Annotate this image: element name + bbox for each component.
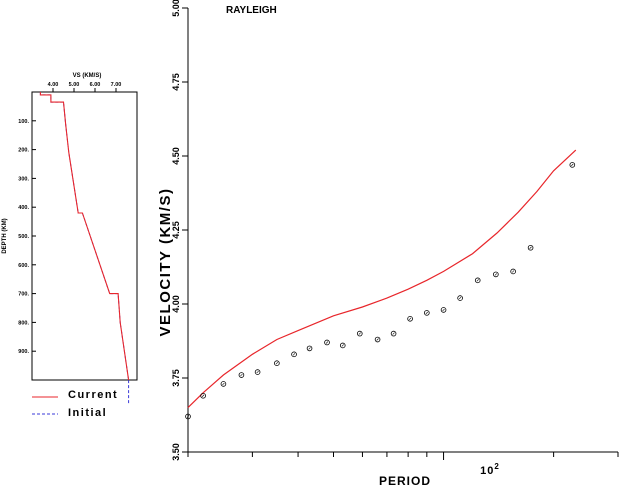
x-tick-label-100: 102 <box>480 462 500 477</box>
data-point <box>407 315 413 322</box>
data-point <box>291 351 297 358</box>
data-point <box>356 330 363 337</box>
data-point <box>374 336 381 343</box>
profile-current-line <box>39 92 130 381</box>
data-point-slash <box>442 308 445 312</box>
data-point <box>390 330 397 337</box>
profile-x-tick-label: 7.00 <box>111 82 122 88</box>
data-point-slash <box>425 311 429 315</box>
y-ticks: 3.50 3.75 4.00 4.25 4.50 4.75 5.00 <box>171 0 188 461</box>
data-point-slash <box>201 394 205 397</box>
data-point-slash <box>256 370 259 374</box>
profile-frame <box>31 91 138 381</box>
series-current-dispersion-line <box>187 149 577 409</box>
data-point <box>457 295 463 301</box>
data-point-slash <box>476 279 479 282</box>
legend-initial-label: Initial <box>68 407 107 419</box>
data-point-slash <box>392 332 395 335</box>
profile-y-tick-label: 600. <box>18 263 29 269</box>
data-point <box>493 271 499 278</box>
y-tick-label: 3.50 <box>171 443 181 461</box>
data-point-slash <box>529 246 532 249</box>
y-tick-label: 5.00 <box>171 0 181 17</box>
data-point <box>339 342 346 349</box>
profile-y-tick-label: 900. <box>18 349 29 355</box>
profile-y-ticks: 100. 200. 300. 400. 500. 600. 700. 800. 900. <box>18 119 36 355</box>
profile-y-label: DEPTH (KM) <box>2 218 8 253</box>
profile-y-tick-label: 300. <box>18 176 29 182</box>
data-point-slash <box>376 338 379 341</box>
profile-y-tick-label: 800. <box>18 320 29 326</box>
profile-y-tick-label: 100. <box>18 119 29 125</box>
data-point-slash <box>240 373 243 377</box>
data-point <box>238 372 245 378</box>
y-tick-label: 4.00 <box>171 295 181 313</box>
y-axis-label: VELOCITY (KM/S) <box>157 188 174 337</box>
data-point <box>254 369 261 375</box>
data-point-slash <box>494 273 498 276</box>
data-point <box>527 244 534 251</box>
data-point-slash <box>571 163 574 167</box>
data-point-slash <box>325 341 329 344</box>
profile-y-tick-label: 500. <box>18 234 29 240</box>
profile-initial-line <box>39 92 130 405</box>
data-point-slash <box>408 317 412 321</box>
profile-x-tick-label: 4.00 <box>48 82 59 88</box>
observed-points <box>185 162 576 420</box>
data-point <box>185 413 191 420</box>
x-ticks <box>187 452 619 460</box>
profile-y-tick-label: 200. <box>18 148 29 154</box>
data-point-slash <box>275 361 279 365</box>
data-point-slash <box>458 296 462 300</box>
data-point-slash <box>358 332 361 335</box>
data-point <box>474 277 481 284</box>
data-point <box>424 310 430 316</box>
y-tick-label: 4.75 <box>171 73 181 91</box>
profile-x-ticks: 4.00 5.00 6.00 7.00 <box>48 82 122 92</box>
data-point <box>440 307 447 313</box>
y-tick-label: 3.75 <box>171 369 181 387</box>
data-point <box>200 392 206 399</box>
data-point <box>569 162 576 168</box>
data-point-slash <box>292 353 296 356</box>
data-point <box>306 345 313 352</box>
data-point-slash <box>308 347 311 350</box>
data-point <box>324 339 330 346</box>
data-point-slash <box>222 382 225 386</box>
y-tick-label: 4.50 <box>171 147 181 165</box>
data-point <box>220 381 227 387</box>
profile-y-tick-label: 400. <box>18 205 29 211</box>
data-point <box>510 268 516 275</box>
data-point-slash <box>511 270 515 273</box>
data-point <box>274 360 280 367</box>
profile-x-tick-label: 5.00 <box>69 82 80 88</box>
profile-y-tick-label: 700. <box>18 292 29 298</box>
dispersion-chart: RAYLEIGH 3.50 3.75 4.00 4.25 4.50 4.75 5.00 10… <box>157 0 619 486</box>
y-tick-label: 4.25 <box>171 221 181 239</box>
data-point-slash <box>341 344 344 347</box>
profile-x-tick-label: 6.00 <box>90 82 101 88</box>
legend: Current Initial <box>32 389 118 419</box>
chart-title: RAYLEIGH <box>226 5 277 16</box>
data-point-slash <box>186 415 190 418</box>
profile-title: VS (KM/S) <box>73 73 102 79</box>
legend-current-label: Current <box>68 389 118 401</box>
x-axis-label: PERIOD <box>379 474 431 486</box>
vs-profile-chart: VS (KM/S) 4.00 5.00 6.00 7.00 100. 200. 300. 4… <box>2 73 138 405</box>
